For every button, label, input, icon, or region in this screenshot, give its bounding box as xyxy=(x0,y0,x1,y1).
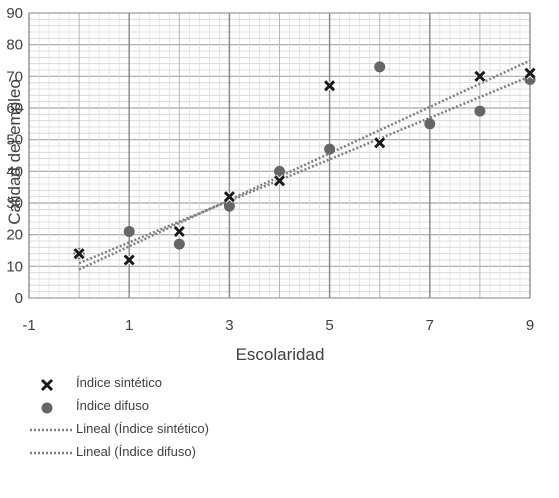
point-circle xyxy=(424,118,436,130)
x-tick-label: 7 xyxy=(426,317,434,334)
y-tick-label: 0 xyxy=(15,290,23,307)
point-circle xyxy=(474,105,486,117)
x-axis-title: Escolaridad xyxy=(236,345,325,364)
circle-marker-icon xyxy=(41,402,53,414)
point-circle xyxy=(324,143,336,155)
y-tick-label: 20 xyxy=(6,227,23,244)
point-x xyxy=(122,253,136,267)
point-circle xyxy=(274,165,285,177)
x-tick-label: 3 xyxy=(225,317,233,334)
legend-item-lineal-sintetico: Lineal (Índice sintético) xyxy=(30,418,330,441)
point-x xyxy=(72,247,86,260)
chart-grid xyxy=(28,12,531,299)
x-marker-icon xyxy=(40,378,54,392)
legend-item-lineal-difuso: Lineal (Índice difuso) xyxy=(30,441,330,464)
legend-label: Índice sintético xyxy=(76,375,162,390)
y-tick-label: 60 xyxy=(6,100,23,117)
trendline-1 xyxy=(78,75,531,265)
x-axis-ticks: -1 1 3 5 7 9 xyxy=(22,317,534,334)
x-tick-label: 9 xyxy=(526,317,534,334)
y-tick-label: 70 xyxy=(6,68,23,85)
data-points xyxy=(72,61,537,267)
y-tick-label: 90 xyxy=(6,5,23,22)
point-x-stroke xyxy=(123,254,135,266)
plot-border xyxy=(28,12,531,299)
point-x-stroke xyxy=(73,248,85,260)
point-x-stroke xyxy=(273,175,286,187)
dotted-line-icon xyxy=(30,451,72,455)
legend-label: Índice difuso xyxy=(76,398,149,413)
point-circle xyxy=(173,238,185,250)
point-x xyxy=(173,225,186,238)
y-tick-label: 80 xyxy=(6,37,23,54)
legend-item-difuso: Índice difuso xyxy=(30,395,330,418)
legend-label: Lineal (Índice difuso) xyxy=(76,444,196,459)
x-tick-label: 1 xyxy=(125,317,133,334)
y-axis-ticks: 0 10 20 30 40 50 60 70 80 90 xyxy=(6,5,23,307)
point-x-stroke xyxy=(524,67,536,79)
y-axis-title: Calidad del empleo xyxy=(5,79,24,225)
point-circle xyxy=(374,61,386,73)
y-tick-label: 50 xyxy=(6,132,23,149)
point-x-stroke xyxy=(324,80,336,92)
point-x xyxy=(323,79,336,93)
x-tick-label: -1 xyxy=(22,317,35,334)
chart-legend: Índice sintético Índice difuso Lineal (Í… xyxy=(30,372,330,464)
legend-item-sintetico: Índice sintético xyxy=(30,372,330,395)
point-x-stroke xyxy=(474,70,486,82)
point-x xyxy=(473,70,487,83)
y-tick-label: 40 xyxy=(6,163,23,180)
point-x xyxy=(223,190,236,203)
point-circle xyxy=(123,226,135,237)
legend-label: Lineal (Índice sintético) xyxy=(76,421,209,436)
y-tick-label: 30 xyxy=(6,195,23,212)
point-x xyxy=(523,66,537,80)
point-x-stroke xyxy=(374,137,386,149)
point-x xyxy=(373,136,386,150)
trendline-0 xyxy=(78,59,531,271)
point-x-stroke xyxy=(173,225,185,238)
y-tick-label: 10 xyxy=(6,258,23,275)
point-x-stroke xyxy=(223,191,235,203)
point-circle xyxy=(223,200,235,212)
point-x xyxy=(273,174,286,188)
dotted-line-icon xyxy=(30,428,72,432)
trendlines xyxy=(78,59,531,271)
x-tick-label: 5 xyxy=(325,317,333,334)
